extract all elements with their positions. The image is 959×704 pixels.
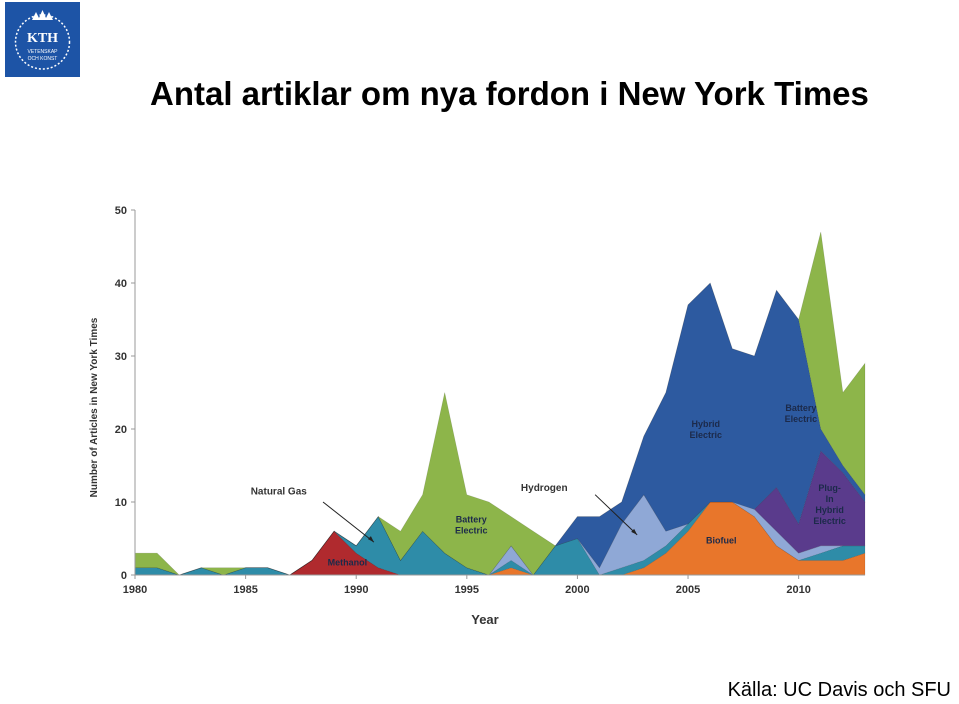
y-tick-label: 10 [115,497,127,509]
slide-title: Antal artiklar om nya fordon i New York … [150,75,869,112]
source-credit: Källa: UC Davis och SFU [727,679,951,701]
x-tick-label: 1980 [123,584,147,596]
hydrogen-label: Hydrogen [521,483,568,494]
x-tick-label: 2000 [565,584,589,596]
plug-in-hybrid-label: Plug- [818,483,841,493]
y-tick-label: 0 [121,570,127,582]
logo-subtext-1: VETENSKAP [27,49,58,55]
x-tick-label: 1995 [455,584,479,596]
natural-gas-arrowhead [367,536,374,543]
stacked-area-chart: 0 10 20 30 40 50 1980 1985 1990 1995 2000 2005 2010 Y… [75,190,875,650]
kth-logo-graphic: KTH VETENSKAP OCH KONST [5,2,80,77]
x-tick-label: 2005 [676,584,700,596]
battery-electric-label: Battery [456,514,487,524]
hydrogen-arrow [594,494,638,536]
logo-subtext-2: OCH KONST [28,56,58,62]
y-tick-label: 40 [115,278,127,290]
area-series-6 [134,231,866,576]
y-axis-title: Number of Articles in New York Times [89,317,100,497]
chart-axes: 0 10 20 30 40 50 1980 1985 1990 1995 2000 2005 2010 Y… [89,205,865,627]
chart-svg: 0 10 20 30 40 50 1980 1985 1990 1995 2000 2005 2010 Y… [89,205,866,627]
natural-gas-label: Natural Gas [251,487,308,498]
hydrogen-arrowhead [631,528,638,535]
y-tick-label: 50 [115,205,127,217]
battery-electric-label-2: Electric [785,414,818,424]
x-tick-label: 1985 [233,584,257,596]
y-tick-label: 30 [115,351,127,363]
x-tick-label: 2010 [786,584,810,596]
x-axis-title: Year [471,612,498,627]
battery-electric-label: Electric [455,525,488,535]
chart-areas [134,231,866,576]
natural-gas-arrow [322,501,375,543]
plug-in-hybrid-label: Hybrid [815,505,844,515]
hybrid-electric-label: Electric [689,430,722,440]
hybrid-electric-label: Hybrid [691,419,720,429]
plug-in-hybrid-label: In [826,494,834,504]
chart-annotations: Natural Gas HydrogenMethanolBatteryElectr… [251,403,846,568]
plug-in-hybrid-label: Electric [813,516,846,526]
methanol-label: Methanol [328,558,368,568]
x-tick-label: 1990 [344,584,368,596]
y-tick-label: 20 [115,424,127,436]
biofuel-label: Biofuel [706,536,737,546]
kth-logo: KTH VETENSKAP OCH KONST [5,2,80,77]
logo-text: KTH [27,31,58,46]
battery-electric-label-2: Battery [785,403,816,413]
